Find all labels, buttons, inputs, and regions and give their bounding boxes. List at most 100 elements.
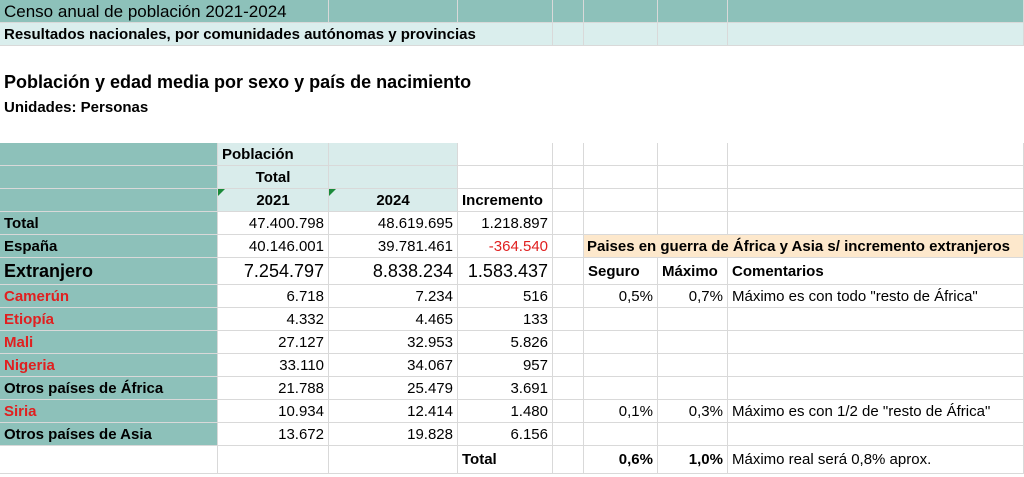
- value-2024[interactable]: 12.414: [329, 400, 458, 423]
- cell-empty[interactable]: [584, 308, 658, 331]
- value-2021[interactable]: 10.934: [218, 400, 329, 423]
- value-2024[interactable]: 48.619.695: [329, 212, 458, 235]
- value-2024[interactable]: 39.781.461: [329, 235, 458, 258]
- cell-empty[interactable]: [658, 354, 728, 377]
- cell-empty[interactable]: [658, 377, 728, 400]
- cell-empty[interactable]: [658, 423, 728, 446]
- cell-empty[interactable]: [458, 166, 553, 189]
- value-2021[interactable]: 33.110: [218, 354, 329, 377]
- cell-empty[interactable]: [584, 23, 658, 46]
- cell-empty[interactable]: [584, 0, 658, 23]
- cell-empty[interactable]: [218, 446, 329, 474]
- cell-empty[interactable]: [458, 0, 553, 23]
- cell-empty[interactable]: [553, 331, 584, 354]
- cell-empty[interactable]: [728, 143, 1024, 166]
- cell-empty[interactable]: [584, 377, 658, 400]
- header-poblacion[interactable]: Población: [218, 143, 329, 166]
- cell-empty[interactable]: [553, 212, 584, 235]
- value-incremento[interactable]: 133: [458, 308, 553, 331]
- cell-empty[interactable]: [329, 166, 458, 189]
- cell-empty[interactable]: [553, 23, 584, 46]
- row-label[interactable]: Mali: [0, 331, 218, 354]
- value-2021[interactable]: 40.146.001: [218, 235, 329, 258]
- cell-empty[interactable]: [728, 331, 1024, 354]
- comment[interactable]: Máximo es con todo "resto de África": [728, 285, 1024, 308]
- header-comentarios[interactable]: Comentarios: [728, 258, 1024, 285]
- subtitle-cell[interactable]: Resultados nacionales, por comunidades a…: [0, 23, 553, 46]
- row-label[interactable]: Extranjero: [0, 258, 218, 285]
- header-total[interactable]: Total: [218, 166, 329, 189]
- comment[interactable]: Máximo es con 1/2 de "resto de África": [728, 400, 1024, 423]
- cell-empty[interactable]: [728, 166, 1024, 189]
- value-2021[interactable]: 47.400.798: [218, 212, 329, 235]
- side-heading-cell[interactable]: Paises en guerra de África y Asia s/ inc…: [584, 235, 1024, 258]
- cell-empty[interactable]: [728, 23, 1024, 46]
- cell-empty[interactable]: [658, 308, 728, 331]
- cell-empty[interactable]: [553, 423, 584, 446]
- cell-empty[interactable]: [0, 166, 218, 189]
- header-incremento[interactable]: Incremento: [458, 189, 553, 212]
- cell-empty[interactable]: [553, 354, 584, 377]
- cell-empty[interactable]: [728, 212, 1024, 235]
- value-2024[interactable]: 19.828: [329, 423, 458, 446]
- total-maximo[interactable]: 1,0%: [658, 446, 728, 474]
- cell-empty[interactable]: [658, 331, 728, 354]
- value-seguro[interactable]: 0,5%: [584, 285, 658, 308]
- cell-empty[interactable]: [0, 143, 218, 166]
- row-label[interactable]: Siria: [0, 400, 218, 423]
- row-label[interactable]: Etiopía: [0, 308, 218, 331]
- cell-empty[interactable]: [584, 166, 658, 189]
- value-incremento[interactable]: 1.583.437: [458, 258, 553, 285]
- cell-empty[interactable]: [728, 354, 1024, 377]
- value-incremento[interactable]: -364.540: [458, 235, 553, 258]
- header-2021[interactable]: 2021: [218, 189, 329, 212]
- cell-empty[interactable]: [728, 189, 1024, 212]
- value-2021[interactable]: 21.788: [218, 377, 329, 400]
- value-2024[interactable]: 32.953: [329, 331, 458, 354]
- value-2021[interactable]: 4.332: [218, 308, 329, 331]
- cell-empty[interactable]: [329, 0, 458, 23]
- cell-empty[interactable]: [329, 446, 458, 474]
- cell-empty[interactable]: [553, 189, 584, 212]
- value-2021[interactable]: 6.718: [218, 285, 329, 308]
- cell-empty[interactable]: [584, 212, 658, 235]
- cell-empty[interactable]: [728, 0, 1024, 23]
- header-maximo[interactable]: Máximo: [658, 258, 728, 285]
- cell-empty[interactable]: [584, 423, 658, 446]
- header-2024[interactable]: 2024: [329, 189, 458, 212]
- row-label[interactable]: Nigeria: [0, 354, 218, 377]
- value-2021[interactable]: 13.672: [218, 423, 329, 446]
- total-label[interactable]: Total: [458, 446, 553, 474]
- value-2024[interactable]: 4.465: [329, 308, 458, 331]
- cell-empty[interactable]: [553, 377, 584, 400]
- cell-empty[interactable]: [728, 423, 1024, 446]
- value-incremento[interactable]: 1.480: [458, 400, 553, 423]
- value-maximo[interactable]: 0,7%: [658, 285, 728, 308]
- cell-empty[interactable]: [553, 143, 584, 166]
- value-2024[interactable]: 25.479: [329, 377, 458, 400]
- cell-empty[interactable]: [458, 143, 553, 166]
- value-seguro[interactable]: 0,1%: [584, 400, 658, 423]
- cell-empty[interactable]: [553, 400, 584, 423]
- cell-empty[interactable]: [553, 258, 584, 285]
- value-2024[interactable]: 8.838.234: [329, 258, 458, 285]
- title-cell[interactable]: Censo anual de población 2021-2024: [0, 0, 329, 23]
- value-2024[interactable]: 34.067: [329, 354, 458, 377]
- cell-empty[interactable]: [658, 0, 728, 23]
- value-2021[interactable]: 27.127: [218, 331, 329, 354]
- cell-empty[interactable]: [553, 235, 584, 258]
- cell-empty[interactable]: [658, 143, 728, 166]
- cell-empty[interactable]: [658, 166, 728, 189]
- value-incremento[interactable]: 6.156: [458, 423, 553, 446]
- header-seguro[interactable]: Seguro: [584, 258, 658, 285]
- value-incremento[interactable]: 3.691: [458, 377, 553, 400]
- cell-empty[interactable]: [584, 189, 658, 212]
- value-incremento[interactable]: 1.218.897: [458, 212, 553, 235]
- cell-empty[interactable]: [329, 143, 458, 166]
- cell-empty[interactable]: [0, 446, 218, 474]
- cell-empty[interactable]: [728, 377, 1024, 400]
- value-incremento[interactable]: 957: [458, 354, 553, 377]
- cell-empty[interactable]: [658, 212, 728, 235]
- cell-empty[interactable]: [553, 446, 584, 474]
- cell-empty[interactable]: [553, 285, 584, 308]
